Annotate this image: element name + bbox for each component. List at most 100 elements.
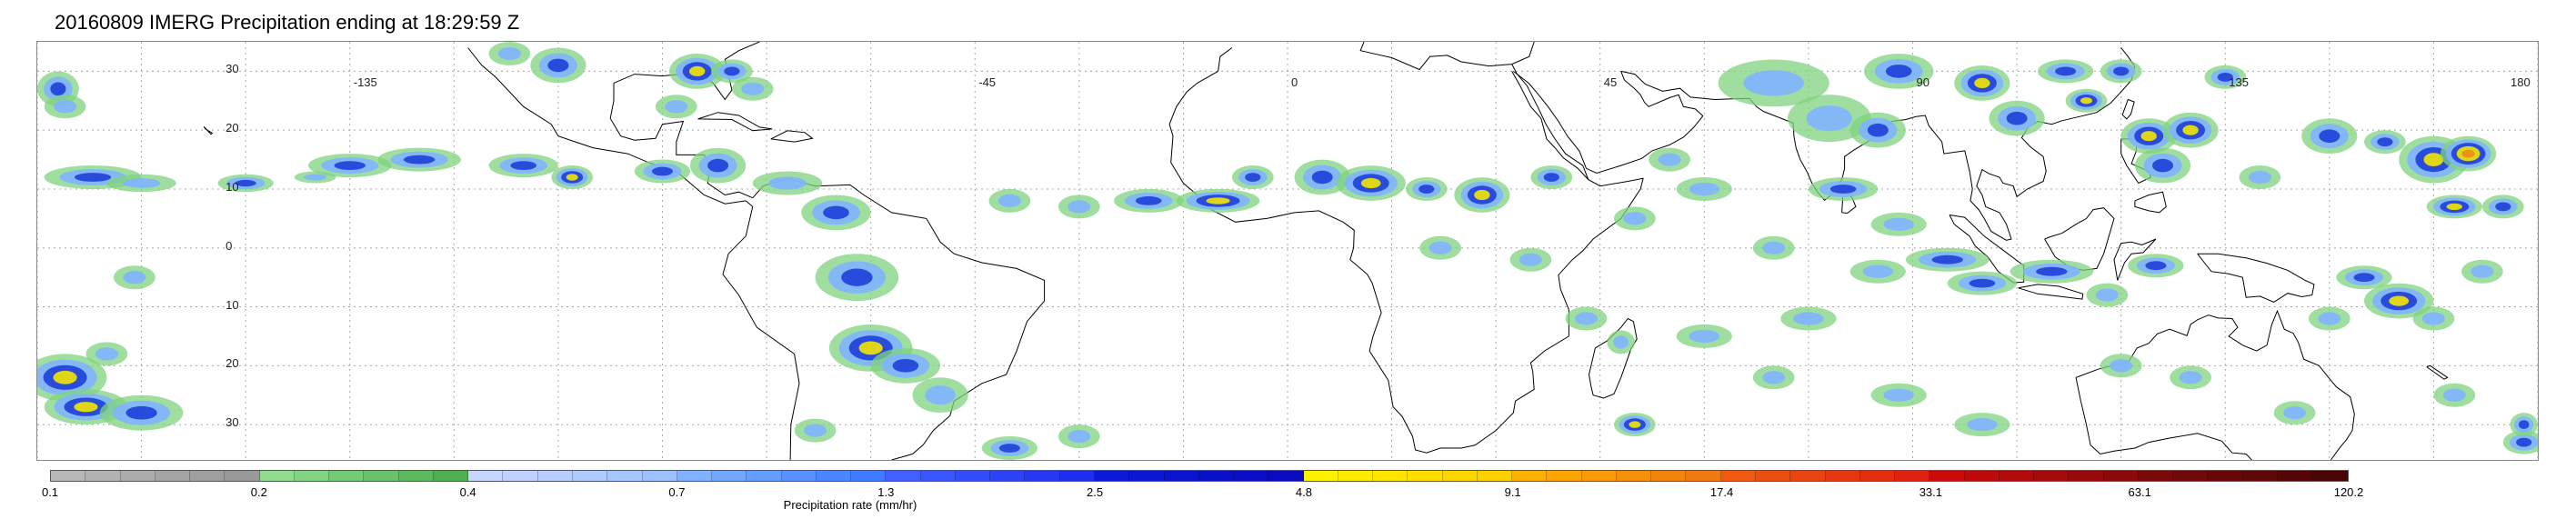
precipitation-cell	[123, 271, 146, 284]
precipitation-cell	[2179, 371, 2202, 384]
precipitation-cell	[304, 174, 327, 181]
colorbar-swatch	[190, 471, 226, 481]
precipitation-cell	[50, 82, 66, 96]
colorbar-swatch	[747, 471, 782, 481]
latitude-label: 10	[226, 297, 239, 312]
precipitation-cell	[1629, 421, 1641, 428]
colorbar-tick-label: 33.1	[1919, 485, 1943, 499]
precipitation-cell	[1883, 388, 1914, 402]
colorbar-swatch	[1720, 471, 1757, 481]
colorbar-swatch	[1686, 471, 1721, 481]
precipitation-cell	[547, 58, 569, 73]
precipitation-cell	[1474, 189, 1490, 201]
precipitation-cell	[54, 100, 77, 114]
colorbar-swatch	[920, 471, 956, 481]
colorbar-swatch	[1164, 471, 1199, 481]
precipitation-cell	[2353, 273, 2375, 283]
precipitation-cell	[1311, 170, 1333, 185]
precipitation-cell	[2080, 97, 2092, 105]
longitude-label: -45	[978, 75, 997, 89]
precipitation-cell	[1418, 185, 1435, 194]
map-title: 20160809 IMERG Precipitation ending at 1…	[55, 11, 520, 34]
precipitation-cell	[1135, 196, 1162, 205]
precipitation-cell	[1974, 77, 1990, 88]
precipitation-cell	[510, 161, 536, 171]
colorbar-swatch	[1094, 471, 1130, 481]
colorbar-swatch	[1651, 471, 1687, 481]
colorbar-tick-label: 4.8	[1295, 485, 1312, 499]
precipitation-cell	[892, 359, 919, 373]
colorbar-tick-label: 0.1	[41, 485, 59, 499]
colorbar-swatch	[1929, 471, 1965, 481]
colorbar-swatch	[1408, 471, 1443, 481]
colorbar-swatch	[816, 471, 852, 481]
precipitation-cell	[1613, 335, 1629, 349]
precipitation-cell	[75, 173, 112, 182]
coastline	[752, 177, 1046, 460]
precipitation-cell	[1829, 185, 1857, 194]
colorbar-swatch	[468, 471, 504, 481]
precipitation-cell	[2446, 203, 2462, 211]
precipitation-cell	[1543, 173, 1559, 182]
precipitation-cell	[2110, 359, 2133, 373]
precipitation-cell	[858, 341, 883, 355]
colorbar-swatch	[2208, 471, 2243, 481]
precipitation-cell	[95, 347, 118, 361]
colorbar-swatch	[537, 471, 573, 481]
precipitation-cell	[497, 46, 521, 61]
colorbar-swatch	[955, 471, 991, 481]
colorbar-swatch	[1198, 471, 1235, 481]
colorbar-swatch	[1895, 471, 1930, 481]
latitude-label: 10	[226, 179, 239, 194]
precipitation-cell	[2377, 137, 2393, 146]
colorbar-swatch	[1616, 471, 1652, 481]
precipitation-cell	[998, 444, 1020, 453]
colorbar	[50, 470, 2349, 482]
colorbar-swatch	[1338, 471, 1374, 481]
colorbar-tick-label: 9.1	[1504, 485, 1521, 499]
precipitation-cell	[2442, 388, 2466, 402]
precipitation-cell	[1806, 105, 1852, 132]
precipitation-cell	[122, 178, 161, 188]
precipitation-cell	[2283, 406, 2307, 420]
colorbar-swatch	[1825, 471, 1860, 481]
colorbar-swatch	[51, 471, 86, 481]
coastline	[2113, 238, 2157, 281]
precipitation-cell	[925, 385, 956, 405]
precipitation-cell	[235, 179, 256, 187]
precipitation-cell	[1206, 197, 1230, 205]
colorbar-swatch	[503, 471, 538, 481]
longitude-label: 0	[1291, 75, 1298, 89]
coastline	[1511, 71, 1589, 180]
precipitation-cell	[1658, 153, 1681, 166]
precipitation-cell	[1793, 312, 1824, 325]
precipitation-map: -135 -45 0 45 90 135 180 30 20 10 0 10 20 30	[36, 41, 2539, 461]
colorbar-swatch	[1581, 471, 1617, 481]
precipitation-cell	[1067, 430, 1091, 444]
coastline	[1168, 64, 1644, 454]
colorbar-tick-label: 120.2	[2333, 485, 2364, 499]
precipitation-cell	[2319, 129, 2340, 143]
precipitation-cell	[1245, 173, 1261, 182]
colorbar-swatch	[2173, 471, 2209, 481]
coastline	[1588, 317, 1638, 399]
precipitation-cell	[665, 100, 688, 114]
colorbar-swatch	[1234, 471, 1269, 481]
precipitation-cell	[1967, 418, 1998, 432]
precipitation-cell	[823, 205, 849, 220]
coastline	[2018, 284, 2084, 300]
precipitation-cell	[2471, 264, 2494, 278]
colorbar-swatch	[1964, 471, 2000, 481]
precipitation-cell	[125, 405, 157, 420]
precipitation-cell	[724, 66, 740, 76]
precipitation-cell	[2145, 261, 2167, 271]
colorbar-swatch	[364, 471, 399, 481]
colorbar-swatch	[1756, 471, 1791, 481]
precipitation-cell	[2421, 312, 2445, 325]
colorbar-swatch	[1303, 471, 1338, 481]
colorbar-title: Precipitation rate (mm/hr)	[783, 498, 917, 512]
colorbar-swatch	[886, 471, 921, 481]
precipitation-cell	[1689, 182, 1720, 196]
precipitation-cell	[403, 155, 436, 165]
colorbar-swatch	[2138, 471, 2174, 481]
